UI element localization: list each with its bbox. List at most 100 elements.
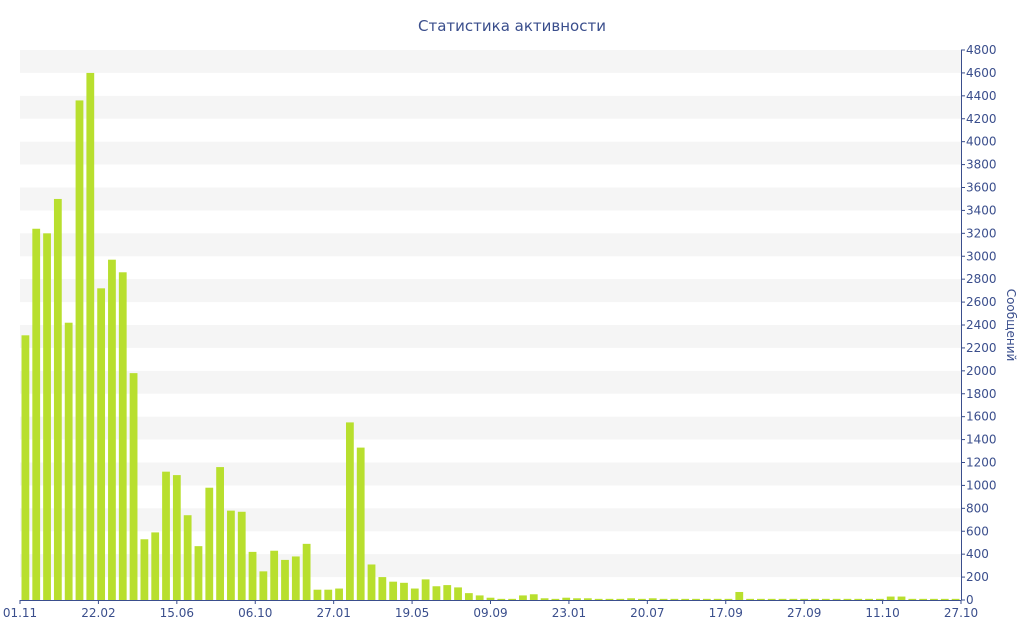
bar [865, 598, 873, 600]
bars [21, 72, 960, 601]
bar [194, 546, 203, 600]
x-tick-label: 17.09 [709, 606, 743, 620]
bar [346, 422, 354, 600]
y-tick-label: 1400 [966, 433, 997, 447]
bar [302, 543, 311, 600]
bar [789, 598, 798, 600]
grid-band [20, 233, 961, 257]
x-tick-label: 27.01 [316, 606, 350, 620]
bar [811, 598, 819, 600]
y-tick-label: 4800 [966, 43, 997, 57]
bar [259, 571, 268, 600]
grid-band [20, 187, 961, 211]
bar [162, 471, 170, 600]
grid-band [20, 50, 961, 73]
bar [540, 598, 549, 600]
x-tick-label: 22.02 [81, 606, 115, 620]
bar [486, 597, 495, 600]
bar [940, 598, 949, 600]
bar [248, 551, 257, 601]
y-tick-label: 0 [966, 593, 974, 607]
bar [832, 598, 841, 600]
y-tick-label: 4400 [966, 89, 997, 103]
bar [443, 585, 452, 600]
bar [400, 582, 408, 600]
y-tick-label: 3600 [966, 181, 997, 195]
grid-band [20, 554, 961, 578]
y-tick-label: 4200 [966, 112, 997, 126]
grid-band [20, 416, 961, 440]
x-tick-label: 27.09 [787, 606, 821, 620]
x-tick-label: 11.10 [865, 606, 899, 620]
bar [746, 598, 754, 600]
bar [562, 597, 571, 600]
grid-band [20, 462, 961, 486]
bar [118, 272, 127, 600]
grid-band [20, 370, 961, 394]
bar [410, 588, 419, 600]
y-tick-label: 1800 [966, 387, 997, 401]
grid-bands [20, 50, 961, 578]
bar [389, 581, 398, 600]
bar [172, 475, 181, 600]
y-tick-label: 400 [966, 547, 989, 561]
y-axis-label: Сообщений [1004, 289, 1018, 362]
y-tick-label: 3800 [966, 158, 997, 172]
bar [75, 100, 84, 601]
bar [908, 598, 917, 600]
bar [800, 598, 809, 600]
bar [529, 594, 538, 600]
x-tick-label: 19.05 [395, 606, 429, 620]
bar [497, 598, 506, 600]
bar [508, 598, 517, 600]
bar [519, 595, 527, 600]
bar [183, 515, 192, 600]
bar [897, 596, 906, 600]
grid-band [20, 325, 961, 348]
bar [702, 598, 711, 600]
bar [291, 556, 300, 600]
bar [313, 589, 322, 600]
bar [227, 510, 235, 601]
bar [281, 559, 289, 600]
y-tick-label: 200 [966, 570, 989, 584]
bar [724, 598, 733, 600]
bar [692, 598, 700, 600]
bar [594, 598, 603, 600]
bar [378, 577, 387, 600]
bar [670, 598, 679, 600]
bar [713, 598, 722, 600]
bar [616, 598, 625, 600]
chart-title: Статистика активности [418, 17, 606, 35]
y-tick-label: 4600 [966, 66, 997, 80]
y-tick-label: 2200 [966, 341, 997, 355]
bar [464, 593, 473, 601]
grid-band [20, 95, 961, 119]
y-tick-label: 2400 [966, 318, 997, 332]
bar [659, 598, 668, 600]
bar [919, 598, 928, 600]
bar [335, 588, 343, 600]
bar [43, 233, 51, 600]
bar [32, 228, 41, 600]
axes [19, 49, 965, 604]
bar [86, 72, 95, 601]
bar [886, 596, 895, 600]
x-tick-label: 23.01 [552, 606, 586, 620]
bar [583, 598, 592, 600]
x-tick-label: 06.10 [238, 606, 272, 620]
y-tick-label: 3200 [966, 226, 997, 240]
bar [97, 288, 106, 600]
y-tick-label: 3400 [966, 203, 997, 217]
bar [757, 598, 765, 600]
bar [140, 539, 149, 600]
bar [854, 598, 863, 600]
bar [648, 598, 657, 600]
grid-band [20, 141, 961, 165]
y-tick-label: 800 [966, 501, 989, 515]
y-tick-label: 1200 [966, 456, 997, 470]
bar [627, 598, 636, 600]
bar [237, 511, 246, 600]
